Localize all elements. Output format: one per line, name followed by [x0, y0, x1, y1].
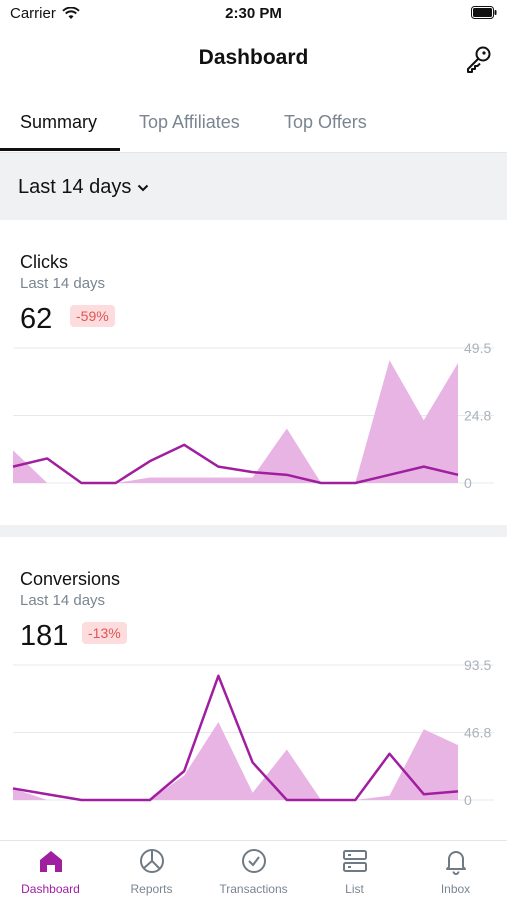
card-title: Clicks	[20, 252, 68, 272]
carrier-label: Carrier	[10, 5, 56, 22]
check-circle-icon	[242, 849, 266, 873]
line-series	[12, 443, 459, 485]
status-bar: Carrier 2:30 PM	[0, 0, 507, 30]
y-tick-label: 0	[464, 475, 472, 491]
tab-top-offers[interactable]: Top Offers	[284, 112, 367, 132]
header: Dashboard	[0, 30, 507, 90]
tabbar-label: List	[345, 882, 364, 896]
clicks-chart: 49.5 24.8 0	[12, 340, 494, 491]
y-tick-label: 0	[464, 792, 472, 808]
tab-indicator	[0, 148, 120, 151]
line-series	[12, 674, 459, 802]
conversions-chart: 93.5 46.8 0	[12, 657, 494, 808]
tab-summary[interactable]: Summary	[20, 112, 98, 132]
card-subtitle: Last 14 days	[20, 275, 106, 292]
date-range-select[interactable]: Last 14 days	[18, 176, 149, 199]
y-tick-label: 93.5	[464, 657, 491, 673]
change-badge: -59%	[70, 305, 115, 327]
y-tick-label: 24.8	[464, 408, 491, 424]
area-series	[13, 360, 458, 483]
card-title: Conversions	[20, 569, 121, 589]
wifi-icon	[62, 7, 80, 19]
metric-value: 62	[20, 303, 53, 335]
page-title: Dashboard	[198, 46, 309, 69]
battery-icon	[471, 6, 497, 19]
tabbar-label: Inbox	[440, 882, 471, 896]
tabbar-inbox[interactable]: Inbox	[405, 841, 506, 901]
clicks-card: Clicks Last 14 days 62 -59% 49.5 24.8 0	[0, 220, 507, 525]
carrier: Carrier	[10, 5, 80, 22]
range-bar: Last 14 days	[0, 153, 507, 220]
server-list-icon	[343, 850, 367, 872]
chevron-down-icon	[138, 184, 149, 191]
tab-bar-top: Summary Top Affiliates Top Offers	[0, 98, 507, 153]
date-range-label: Last 14 days	[18, 176, 132, 198]
home-icon	[40, 851, 62, 872]
bottom-tab-bar: Dashboard Reports Transactions List Inbo…	[0, 840, 507, 901]
conversions-card: Conversions Last 14 days 181 -13% 93.5 46…	[0, 537, 507, 840]
y-tick-label: 46.8	[464, 725, 491, 741]
tabbar-list[interactable]: List	[304, 841, 405, 901]
key-icon[interactable]	[463, 44, 493, 74]
tabbar-label: Transactions	[219, 882, 288, 896]
tabbar-dashboard[interactable]: Dashboard	[0, 841, 101, 901]
card-subtitle: Last 14 days	[20, 592, 106, 609]
pie-chart-icon	[140, 849, 164, 873]
tabbar-label: Reports	[130, 882, 173, 896]
tabbar-label: Dashboard	[21, 882, 80, 896]
tabbar-reports[interactable]: Reports	[101, 841, 202, 901]
change-badge: -13%	[82, 622, 127, 644]
tab-top-affiliates[interactable]: Top Affiliates	[139, 112, 240, 132]
clock: 2:30 PM	[225, 5, 282, 22]
area-series	[13, 722, 458, 800]
tabbar-transactions[interactable]: Transactions	[203, 841, 304, 901]
card-separator	[0, 525, 507, 537]
y-tick-label: 49.5	[464, 340, 491, 356]
metric-value: 181	[20, 620, 69, 652]
bell-icon	[446, 851, 466, 875]
